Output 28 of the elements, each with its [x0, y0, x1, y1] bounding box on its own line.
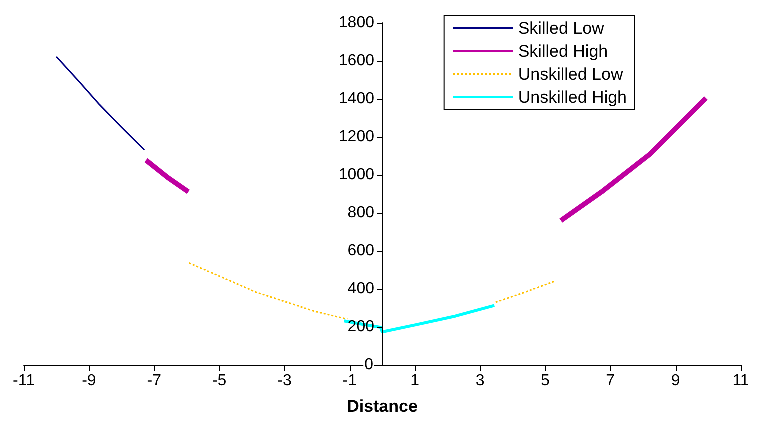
x-tick-label: -11: [13, 372, 36, 390]
legend-label: Skilled Low: [518, 19, 606, 38]
x-tick-label: 7: [606, 372, 616, 390]
y-tick-label: 800: [348, 204, 375, 222]
x-tick-label: 3: [476, 372, 485, 390]
y-tick-label: 1800: [338, 14, 375, 32]
y-tick-label: 1200: [338, 128, 375, 146]
x-tick-label: -9: [82, 372, 96, 390]
line-series: [56, 56, 146, 151]
legend-label: Unskilled Low: [518, 65, 624, 84]
y-tick-label: 1000: [338, 166, 375, 184]
y-tick-label: 1600: [338, 52, 375, 70]
y-tick-label: 1400: [338, 90, 375, 108]
x-tick-label: 9: [671, 372, 680, 390]
x-tick-label: -7: [147, 372, 162, 390]
x-tick-label: -5: [212, 372, 227, 390]
x-tick-label: 5: [541, 372, 550, 390]
x-tick-label: 1: [410, 372, 420, 390]
legend-label: Unskilled High: [518, 88, 628, 107]
legend-label: Skilled High: [518, 42, 608, 61]
x-tick-label: 11: [732, 372, 750, 390]
y-tick-label: 400: [348, 280, 375, 298]
x-tick-label: -3: [278, 372, 292, 390]
y-tick-label: 600: [348, 242, 375, 260]
x-axis-title: Distance: [347, 397, 418, 416]
x-tick-label: -1: [342, 372, 358, 390]
y-tick-label: 0: [364, 356, 374, 374]
line-series: [342, 304, 496, 334]
